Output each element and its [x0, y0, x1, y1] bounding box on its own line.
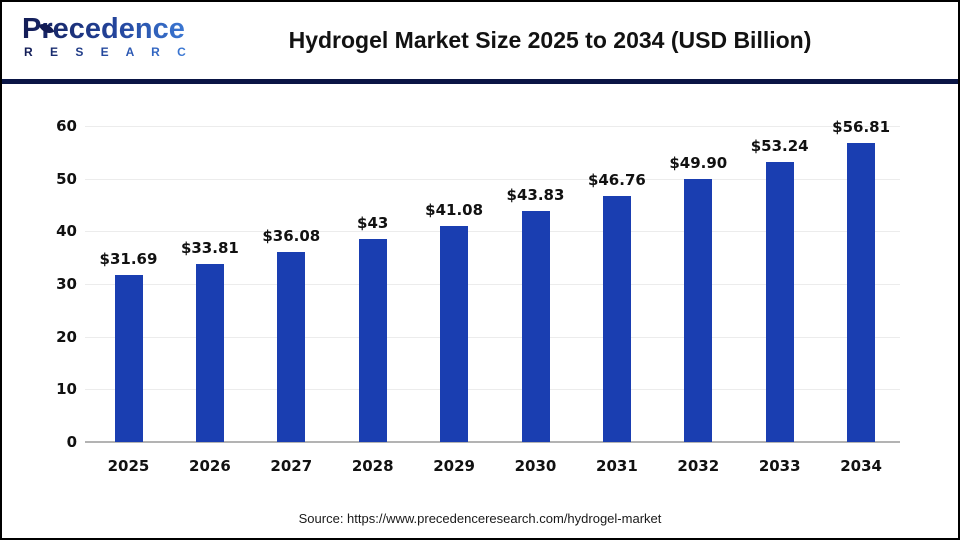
bar-value-label: $31.69 — [99, 250, 158, 269]
bar-value-label: $43 — [357, 214, 389, 233]
x-axis-tick-label: 2034 — [840, 457, 882, 475]
bar-value-label: $41.08 — [425, 200, 484, 219]
bar-2027 — [277, 251, 306, 442]
bar-value-label: $56.81 — [832, 117, 891, 136]
header: Precedence R E S E A R C H Hydrogel Mark… — [2, 2, 958, 84]
bar-2026 — [195, 263, 224, 442]
x-axis-tick-label: 2032 — [677, 457, 720, 475]
chart-title: Hydrogel Market Size 2025 to 2034 (USD B… — [288, 27, 812, 53]
bar-2029 — [440, 225, 469, 442]
x-axis-line — [85, 441, 900, 443]
y-axis-tick-label: 10 — [56, 380, 77, 399]
bar-value-label: $33.81 — [180, 238, 239, 257]
bar-2030 — [521, 211, 550, 442]
bar-value-label: $36.08 — [262, 226, 321, 245]
x-axis-tick-label: 2029 — [433, 457, 475, 475]
gridline — [85, 178, 900, 180]
bar-2033 — [765, 161, 794, 442]
bar-value-label: $43.83 — [506, 186, 565, 205]
x-axis-tick-label: 2028 — [351, 457, 394, 475]
bar-value-label: $53.24 — [750, 136, 809, 155]
x-axis-tick-label: 2026 — [189, 457, 231, 475]
bar-2025 — [114, 275, 143, 442]
bar-2028 — [358, 239, 387, 442]
x-axis-tick-label: 2033 — [758, 457, 801, 475]
x-axis-tick-label: 2030 — [514, 457, 557, 475]
gridline — [85, 389, 900, 391]
gridline — [85, 231, 900, 233]
x-axis-tick-label: 2031 — [596, 457, 638, 475]
x-axis-tick-label: 2025 — [107, 457, 150, 475]
y-axis-tick-label: 40 — [56, 222, 77, 241]
source-text: Source: https://www.precedenceresearch.c… — [298, 511, 662, 526]
gridline — [85, 284, 900, 285]
gridline — [85, 336, 900, 338]
y-axis-tick-label: 50 — [56, 169, 77, 188]
precedence-research-logo: Precedence R E S E A R C H — [22, 14, 219, 59]
gridline — [85, 126, 900, 127]
logo-subtitle: R E S E A R C H — [24, 45, 219, 59]
y-axis-tick-label: 30 — [56, 275, 77, 293]
bar-value-label: $49.90 — [669, 154, 728, 173]
bar-2032 — [684, 179, 713, 442]
bar-2031 — [602, 195, 631, 442]
y-axis-tick-label: 60 — [56, 117, 77, 135]
bar-value-label: $46.76 — [587, 170, 646, 189]
y-axis-tick-label: 0 — [66, 433, 77, 451]
y-axis-tick-label: 20 — [56, 327, 77, 346]
x-axis-tick-label: 2027 — [270, 457, 313, 475]
bar-2034 — [847, 142, 876, 442]
